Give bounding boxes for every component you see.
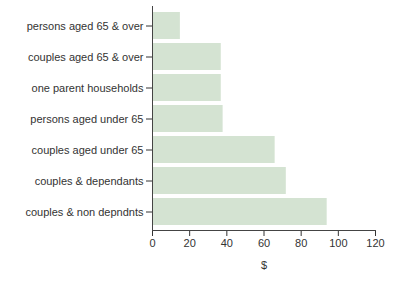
svg-text:couples aged 65 & over: couples aged 65 & over — [28, 51, 144, 63]
svg-text:0: 0 — [149, 237, 155, 249]
svg-text:100: 100 — [329, 237, 347, 249]
svg-text:couples & non depndnts: couples & non depndnts — [25, 206, 144, 218]
svg-text:couples & dependants: couples & dependants — [35, 175, 144, 187]
svg-text:couples aged under 65: couples aged under 65 — [32, 144, 144, 156]
svg-text:$: $ — [261, 259, 267, 271]
svg-text:persons aged 65 & over: persons aged 65 & over — [27, 20, 144, 32]
svg-text:one parent households: one parent households — [32, 82, 144, 94]
svg-text:60: 60 — [258, 237, 270, 249]
svg-text:20: 20 — [184, 237, 196, 249]
svg-text:persons aged under 65: persons aged under 65 — [30, 113, 143, 125]
svg-text:80: 80 — [295, 237, 307, 249]
svg-text:120: 120 — [366, 237, 384, 249]
svg-text:40: 40 — [221, 237, 233, 249]
